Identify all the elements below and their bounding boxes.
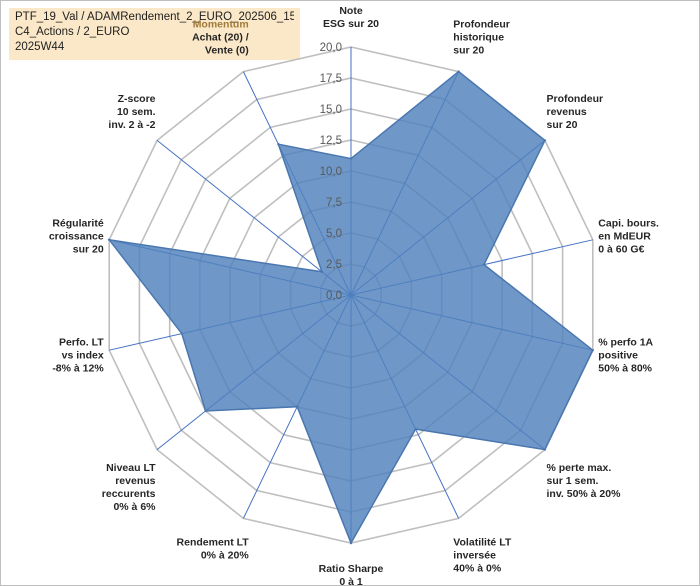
axis-capi-bours-label-line: 0 à 60 G€ [598, 243, 644, 255]
axis-rendement-lt-label-line: 0% à 20% [201, 550, 250, 562]
axis-ratio-sharpe-label-line: Ratio Sharpe [319, 563, 384, 575]
axis-momentum-label-line: Vente (0) [205, 45, 249, 57]
axis-momentum-label-line: Momentum [193, 19, 249, 31]
axis-perte-max-label-line: % perte max. [547, 462, 612, 474]
axis-note-esg-label-line: ESG sur 20 [323, 18, 379, 30]
data-point-capi-bours [482, 263, 486, 266]
data-point-momentum [277, 143, 280, 146]
data-point-perfo-lt [180, 332, 183, 335]
axis-note-esg-label: Note ESG sur 20 [323, 5, 379, 30]
data-point-ratio-sharpe [349, 541, 353, 545]
axis-volatilite-lt-label-line: 40% à 0% [453, 563, 502, 575]
data-point-niveau-lt-revenus [204, 409, 207, 413]
axis-z-score-label: Z-score 10 sem. inv. 2 à -2 [108, 93, 155, 131]
data-point-rendement-lt [296, 405, 299, 408]
axis-z-score-label-line: Z-score [118, 93, 156, 105]
axis-perfo-lt-label-line: -8% à 12% [52, 363, 104, 375]
axis-perfo-1a-label-line: positive [598, 350, 638, 362]
axis-capi-bours-label-line: en MdEUR [598, 230, 651, 242]
axis-rendement-lt-label-line: Rendement LT [177, 537, 250, 549]
tick-label: 2,5 [326, 259, 342, 271]
data-point-perte-max [543, 448, 547, 451]
axis-niveau-lt-revenus-label: Niveau LT revenus reccurents 0% à 6% [102, 462, 156, 513]
axis-perte-max-label: % perte max. sur 1 sem. inv. 50% à 20% [547, 462, 622, 500]
axis-regularite-croissance-label-line: Régularité [52, 217, 104, 229]
axis-spoke [156, 140, 352, 296]
tick-label: 15,0 [320, 104, 342, 116]
axis-profondeur-historique-label-line: sur 20 [453, 45, 484, 57]
axis-capi-bours-label: Capi. bours. en MdEUR 0 à 60 G€ [598, 217, 659, 255]
tick-label: 7,5 [326, 197, 342, 209]
axis-perfo-1a-label-line: % perfo 1A [598, 337, 653, 349]
chart-title-box: PTF_19_Val / ADAMRendement_2_EURO_202506… [9, 8, 300, 60]
axis-z-score-label-line: 10 sem. [117, 106, 156, 118]
axis-perte-max-label-line: sur 1 sem. [547, 475, 599, 487]
data-point-regularite-croissance [108, 238, 111, 241]
axis-niveau-lt-revenus-label-line: reccurents [102, 488, 156, 500]
data-point-note-esg [349, 157, 353, 160]
axis-z-score-label-line: inv. 2 à -2 [108, 119, 155, 131]
axis-perfo-lt-label-line: vs index [62, 350, 104, 362]
axis-perfo-lt-label: Perfo. LT vs index -8% à 12% [52, 337, 104, 375]
axis-profondeur-historique-label-line: historique [453, 32, 504, 44]
title-line-2: C4_Actions / 2_EURO [15, 26, 130, 38]
axis-regularite-croissance-label-line: sur 20 [73, 243, 104, 255]
data-point-perfo-1a [591, 349, 594, 352]
axis-volatilite-lt-label: Volatilité LT inversée 40% à 0% [453, 537, 512, 575]
axis-profondeur-revenus-label-line: Profondeur [547, 93, 604, 105]
title-line-1: PTF_19_Val / ADAMRendement_2_EURO_202506… [15, 11, 294, 23]
axis-rendement-lt-label: Rendement LT 0% à 20% [177, 537, 250, 562]
axis-volatilite-lt-label-line: inversée [453, 550, 496, 562]
axis-niveau-lt-revenus-label-line: 0% à 6% [113, 501, 156, 513]
tick-label: 12,5 [320, 135, 342, 147]
axis-profondeur-revenus-label: Profondeur revenus sur 20 [547, 93, 604, 131]
axis-perfo-lt-label-line: Perfo. LT [59, 337, 104, 349]
axis-regularite-croissance-label-line: croissance [49, 230, 104, 242]
data-point-z-score [320, 270, 324, 273]
axis-profondeur-revenus-label-line: sur 20 [547, 119, 578, 131]
axis-perfo-1a-label-line: 50% à 80% [598, 363, 652, 375]
axis-niveau-lt-revenus-label-line: Niveau LT [106, 462, 156, 474]
tick-label: 0,0 [326, 290, 342, 302]
axis-ratio-sharpe-label-line: 0 à 1 [339, 576, 363, 586]
axis-profondeur-historique-label: Profondeur historique sur 20 [453, 19, 510, 57]
axis-perte-max-label-line: inv. 50% à 20% [547, 488, 622, 500]
tick-label: 5,0 [326, 228, 342, 240]
axis-ratio-sharpe-label: Ratio Sharpe 0 à 1 [319, 563, 384, 586]
axis-profondeur-revenus-label-line: revenus [547, 106, 587, 118]
data-point-volatilite-lt [414, 427, 417, 431]
title-line-3: 2025W44 [15, 41, 65, 53]
axis-momentum-label-line: Achat (20) / [192, 32, 249, 44]
axis-capi-bours-label-line: Capi. bours. [598, 217, 659, 229]
tick-label: 10,0 [320, 166, 342, 178]
data-point-profondeur-revenus [543, 139, 547, 142]
axis-niveau-lt-revenus-label-line: revenus [115, 475, 155, 487]
tick-label: 17,5 [320, 73, 342, 85]
axis-note-esg-label-line: Note [339, 5, 362, 17]
data-point-profondeur-historique [457, 70, 460, 73]
axis-volatilite-lt-label-line: Volatilité LT [453, 537, 512, 549]
tick-label: 20,0 [320, 42, 342, 54]
axis-perfo-1a-label: % perfo 1A positive 50% à 80% [598, 337, 653, 375]
axis-regularite-croissance-label: Régularité croissance sur 20 [49, 217, 104, 255]
axis-momentum-label: Momentum Achat (20) / Vente (0) [192, 19, 249, 57]
axis-profondeur-historique-label-line: Profondeur [453, 19, 510, 31]
